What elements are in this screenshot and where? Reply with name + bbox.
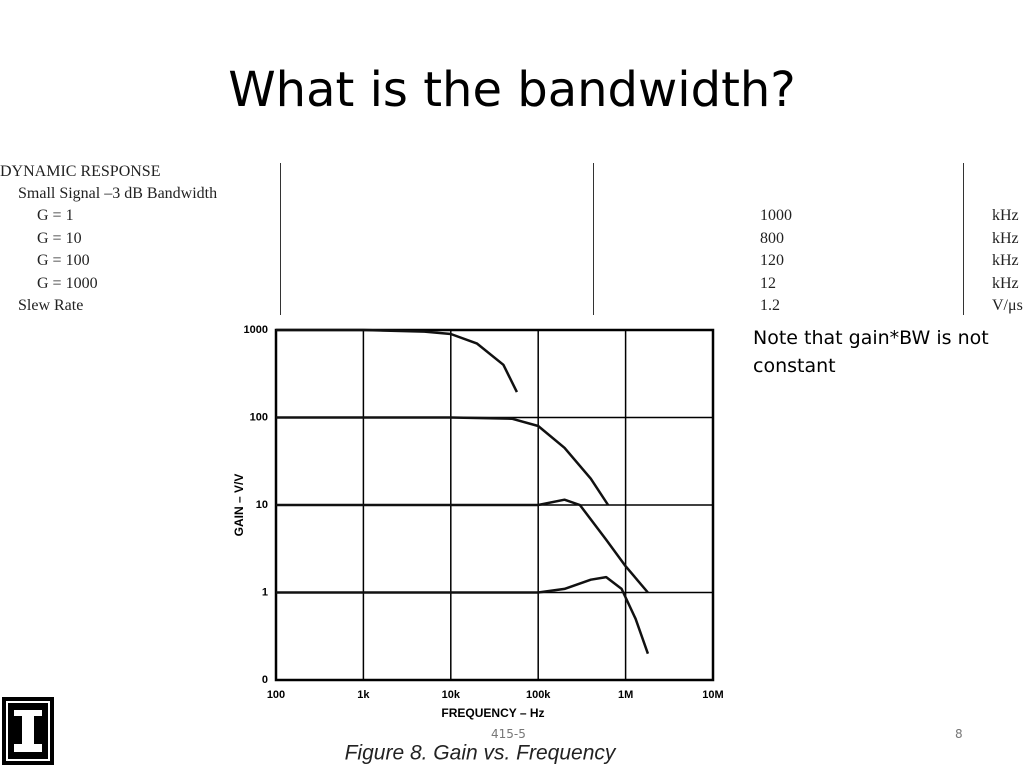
table-divider <box>963 163 964 315</box>
row-unit: kHz <box>992 229 1019 247</box>
note: Note that gain*BW is not constant <box>753 327 989 377</box>
row-value: 1.2 <box>760 297 780 314</box>
x-tick-label: 1M <box>618 689 633 701</box>
row-value: 12 <box>760 274 776 292</box>
row-label: G = 1 <box>37 207 74 224</box>
gain-curve <box>276 498 649 594</box>
table-divider <box>593 163 594 315</box>
row-value: 800 <box>760 229 784 247</box>
x-tick-label: 100 <box>267 689 285 701</box>
x-axis-label: FREQUENCY – Hz <box>441 706 544 720</box>
logo <box>2 697 54 765</box>
row-label: G = 1000 <box>37 274 98 292</box>
row-value: 120 <box>760 252 784 269</box>
y-tick-label: 100 <box>250 411 268 423</box>
y-tick-label: 0 <box>262 674 268 686</box>
gain-curve <box>276 575 650 655</box>
page-number: 8 <box>955 727 963 741</box>
slide-title: What is the bandwidth? <box>228 62 796 118</box>
y-tick-label: 10 <box>256 499 268 511</box>
table-divider <box>280 163 281 315</box>
footer-code: 415-5 <box>491 727 526 741</box>
row-unit: V/μs <box>992 297 1023 314</box>
row-unit: kHz <box>992 252 1019 269</box>
x-tick-label: 100k <box>526 689 551 701</box>
x-tick-label: 10M <box>702 689 723 701</box>
x-tick-label: 1k <box>357 689 370 701</box>
y-tick-label: 1000 <box>244 324 268 336</box>
row-value: 1000 <box>760 207 792 224</box>
gain-curve <box>276 328 519 393</box>
gain-curve <box>276 416 610 506</box>
x-tick-label: 10k <box>442 689 461 701</box>
row-label: Slew Rate <box>18 297 84 314</box>
table-subsection: Small Signal –3 dB Bandwidth <box>18 185 218 202</box>
row-label: G = 10 <box>37 229 82 247</box>
table-section: DYNAMIC RESPONSE <box>0 163 161 180</box>
row-unit: kHz <box>992 207 1019 224</box>
y-axis-label: GAIN – V/V <box>232 474 246 537</box>
row-unit: kHz <box>992 274 1019 292</box>
figure-caption: Figure 8. Gain vs. Frequency <box>345 742 617 765</box>
row-label: G = 100 <box>37 252 90 269</box>
y-tick-label: 1 <box>262 586 268 598</box>
